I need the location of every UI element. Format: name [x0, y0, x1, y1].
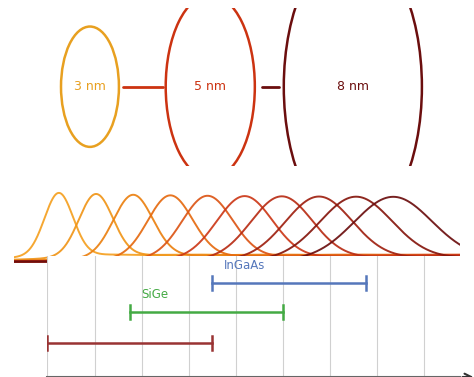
Text: InGaAs: InGaAs	[224, 259, 265, 272]
Text: 8 nm: 8 nm	[337, 80, 369, 93]
Text: 3 nm: 3 nm	[74, 80, 106, 93]
Text: SiGe: SiGe	[142, 288, 169, 301]
Text: 5 nm: 5 nm	[194, 80, 226, 93]
